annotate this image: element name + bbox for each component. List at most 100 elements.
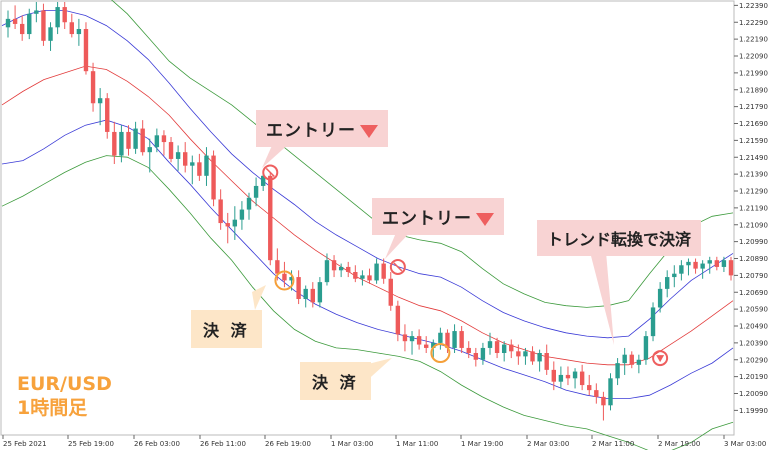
candle <box>246 192 252 220</box>
candle <box>693 258 698 274</box>
candle <box>105 93 110 139</box>
candle-body <box>346 266 351 272</box>
candle <box>76 18 82 46</box>
candle-body <box>409 336 415 342</box>
candle-body <box>643 336 649 360</box>
y-tick-label: 1.21190 <box>739 204 768 212</box>
candle-body <box>41 10 46 41</box>
candle-body <box>381 263 386 279</box>
entry-marker <box>389 258 406 275</box>
x-tick-label: 2 Mar 11:00 <box>592 440 634 448</box>
trade-markers <box>262 164 669 367</box>
candle-body <box>494 341 500 353</box>
candlesticks <box>5 2 734 421</box>
candle-body <box>90 71 96 104</box>
candle <box>374 258 379 284</box>
candle <box>175 145 181 171</box>
candle-body <box>516 351 521 357</box>
candle-body <box>672 273 677 278</box>
time-axis: 25 Feb 2021 25 Feb 19:00 26 Feb 03:00 26 Fe… <box>2 435 766 448</box>
candle <box>55 2 60 35</box>
candle-body <box>161 135 167 143</box>
y-tick-label: 1.19990 <box>739 407 768 415</box>
candle-body <box>374 263 379 281</box>
candle <box>594 383 599 404</box>
candle <box>211 150 216 207</box>
candle <box>140 120 145 156</box>
candle-body <box>466 347 471 353</box>
x-tick-label: 1 Mar 11:00 <box>396 440 438 448</box>
candle <box>707 256 712 274</box>
candle <box>615 358 620 386</box>
candle-body <box>650 307 656 337</box>
candle-body <box>587 385 592 391</box>
y-tick-label: 1.22390 <box>739 2 768 10</box>
candle <box>700 260 705 279</box>
candle <box>282 261 287 288</box>
candle-body <box>190 162 195 166</box>
y-tick-label: 1.21090 <box>739 221 768 229</box>
candle <box>204 147 209 186</box>
candle <box>728 256 734 281</box>
candle-body <box>353 272 358 279</box>
candle <box>119 125 124 163</box>
candle <box>494 337 500 359</box>
candle-body <box>62 7 67 23</box>
candle <box>353 265 358 283</box>
candle <box>324 253 330 286</box>
settle-marker <box>430 343 451 363</box>
y-tick-label: 1.20490 <box>739 323 768 331</box>
candle <box>572 368 578 389</box>
candle-body <box>168 142 174 159</box>
candle-body <box>211 155 216 200</box>
entry-pointer-2 <box>385 228 414 259</box>
candle-body <box>296 277 301 299</box>
exit-marker-arrow <box>656 355 665 363</box>
candle-body <box>480 347 486 360</box>
candle <box>268 172 273 266</box>
candle <box>579 364 585 391</box>
candle <box>643 331 649 365</box>
down-triangle-icon <box>360 124 378 138</box>
candle <box>601 391 606 421</box>
price-axis: 1.22390 1.22290 1.22190 1.22090 1.21990 1.218… <box>734 2 768 415</box>
candle-body <box>105 98 110 132</box>
candle-body <box>714 260 720 267</box>
x-tick-label: 25 Feb 19:00 <box>68 440 114 448</box>
pair-name: EUR/USD <box>17 373 112 395</box>
candle-body <box>126 131 131 149</box>
y-tick-label: 1.20190 <box>739 373 768 381</box>
candle-body <box>473 353 479 360</box>
candle-body <box>246 197 252 210</box>
candle-body <box>707 260 712 264</box>
y-tick-label: 1.21290 <box>739 188 768 196</box>
candle-body <box>693 261 698 269</box>
trend-label: トレンド転換で決済 <box>547 230 692 249</box>
candle <box>438 327 443 350</box>
candle <box>34 2 39 23</box>
y-tick-label: 1.20090 <box>739 390 768 398</box>
candle <box>381 258 386 284</box>
trend-pointer <box>590 252 614 345</box>
candle-body <box>97 98 103 104</box>
x-tick-label: 3 Mar 03:00 <box>724 440 766 448</box>
candle-body <box>438 332 443 343</box>
candle-body <box>275 260 280 274</box>
candle-body <box>622 354 627 364</box>
candle <box>686 258 691 276</box>
candle-body <box>565 374 571 379</box>
outer-upper-band-line <box>111 0 734 308</box>
candle <box>523 347 528 365</box>
x-tick-label: 2 Mar 03:00 <box>527 440 569 448</box>
candle-body <box>388 278 393 306</box>
candle-body <box>367 275 372 281</box>
y-tick-label: 1.20990 <box>739 238 768 246</box>
candle-body <box>317 282 323 303</box>
candle <box>657 282 663 313</box>
candle-body <box>657 288 663 308</box>
candle-body <box>147 147 152 153</box>
candle <box>501 341 507 362</box>
candle-body <box>331 260 337 271</box>
entry-label: エントリー <box>382 209 472 229</box>
candle-body <box>523 351 528 357</box>
